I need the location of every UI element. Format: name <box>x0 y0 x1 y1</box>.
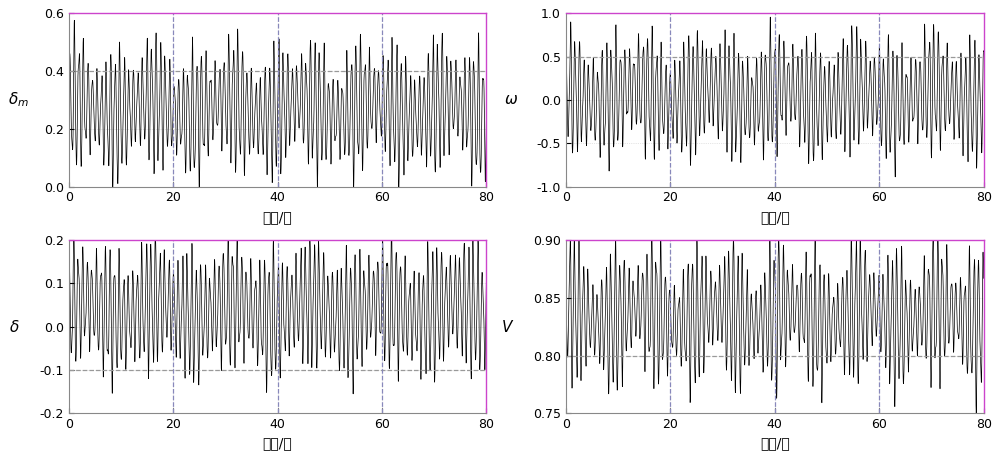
X-axis label: 时间/秒: 时间/秒 <box>263 437 292 451</box>
X-axis label: 时间/秒: 时间/秒 <box>263 210 292 224</box>
Y-axis label: $\omega$: $\omega$ <box>504 92 519 107</box>
Y-axis label: $\delta_m$: $\delta_m$ <box>8 90 29 109</box>
X-axis label: 时间/秒: 时间/秒 <box>760 210 790 224</box>
X-axis label: 时间/秒: 时间/秒 <box>760 437 790 451</box>
Y-axis label: $V$: $V$ <box>501 319 515 335</box>
Y-axis label: $\delta$: $\delta$ <box>9 319 20 335</box>
